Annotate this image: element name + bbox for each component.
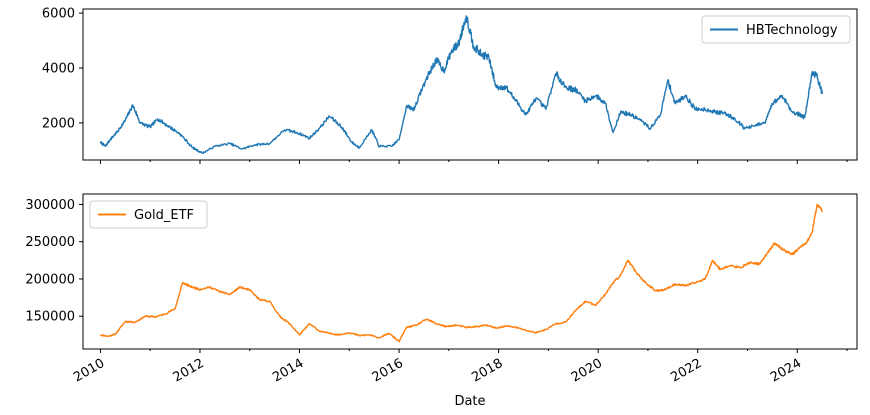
y-tick-label: 150000 [25, 310, 75, 325]
y-tick-label: 300000 [25, 198, 75, 213]
x-tick-label: 2020 [569, 356, 605, 386]
series-line-hbtechnology [99, 15, 823, 155]
x-tick-label: 2012 [171, 356, 207, 386]
y-tick-label: 250000 [25, 235, 75, 250]
x-tick-label: 2016 [370, 356, 406, 386]
series-lines [99, 203, 823, 343]
y-axis-ticks: 150000 200000 250000 300000 [25, 198, 83, 325]
y-tick-label: 4000 [42, 62, 75, 77]
legend-label: Gold_ETF [134, 208, 194, 223]
x-tick-label: 2014 [270, 356, 306, 386]
series-lines [99, 15, 823, 155]
chart-panel-hbtechnology: 2000 4000 6000 HBTechnology [42, 7, 858, 164]
x-axis-label: Date [454, 394, 485, 409]
y-axis-ticks: 2000 4000 6000 [42, 7, 83, 131]
y-tick-label: 200000 [25, 272, 75, 287]
x-axis-ticks [99, 160, 848, 164]
legend-box [701, 15, 851, 44]
legend-box [89, 200, 208, 229]
x-tick-label: 2010 [71, 356, 107, 386]
y-tick-label: 2000 [42, 116, 75, 131]
x-axis-ticks: 2010 2012 2014 2016 2018 2020 2022 2024 [71, 349, 848, 386]
series-line-gold-etf [99, 203, 823, 343]
x-tick-label: 2018 [469, 356, 505, 386]
plot-frame [82, 8, 858, 161]
plot-frame [82, 193, 858, 350]
legend-label: HBTechnology [746, 23, 838, 38]
x-tick-label: 2022 [668, 356, 704, 386]
y-tick-label: 6000 [42, 7, 75, 22]
legend: Gold_ETF [89, 200, 208, 229]
x-tick-label: 2024 [768, 356, 804, 386]
legend: HBTechnology [701, 15, 851, 44]
